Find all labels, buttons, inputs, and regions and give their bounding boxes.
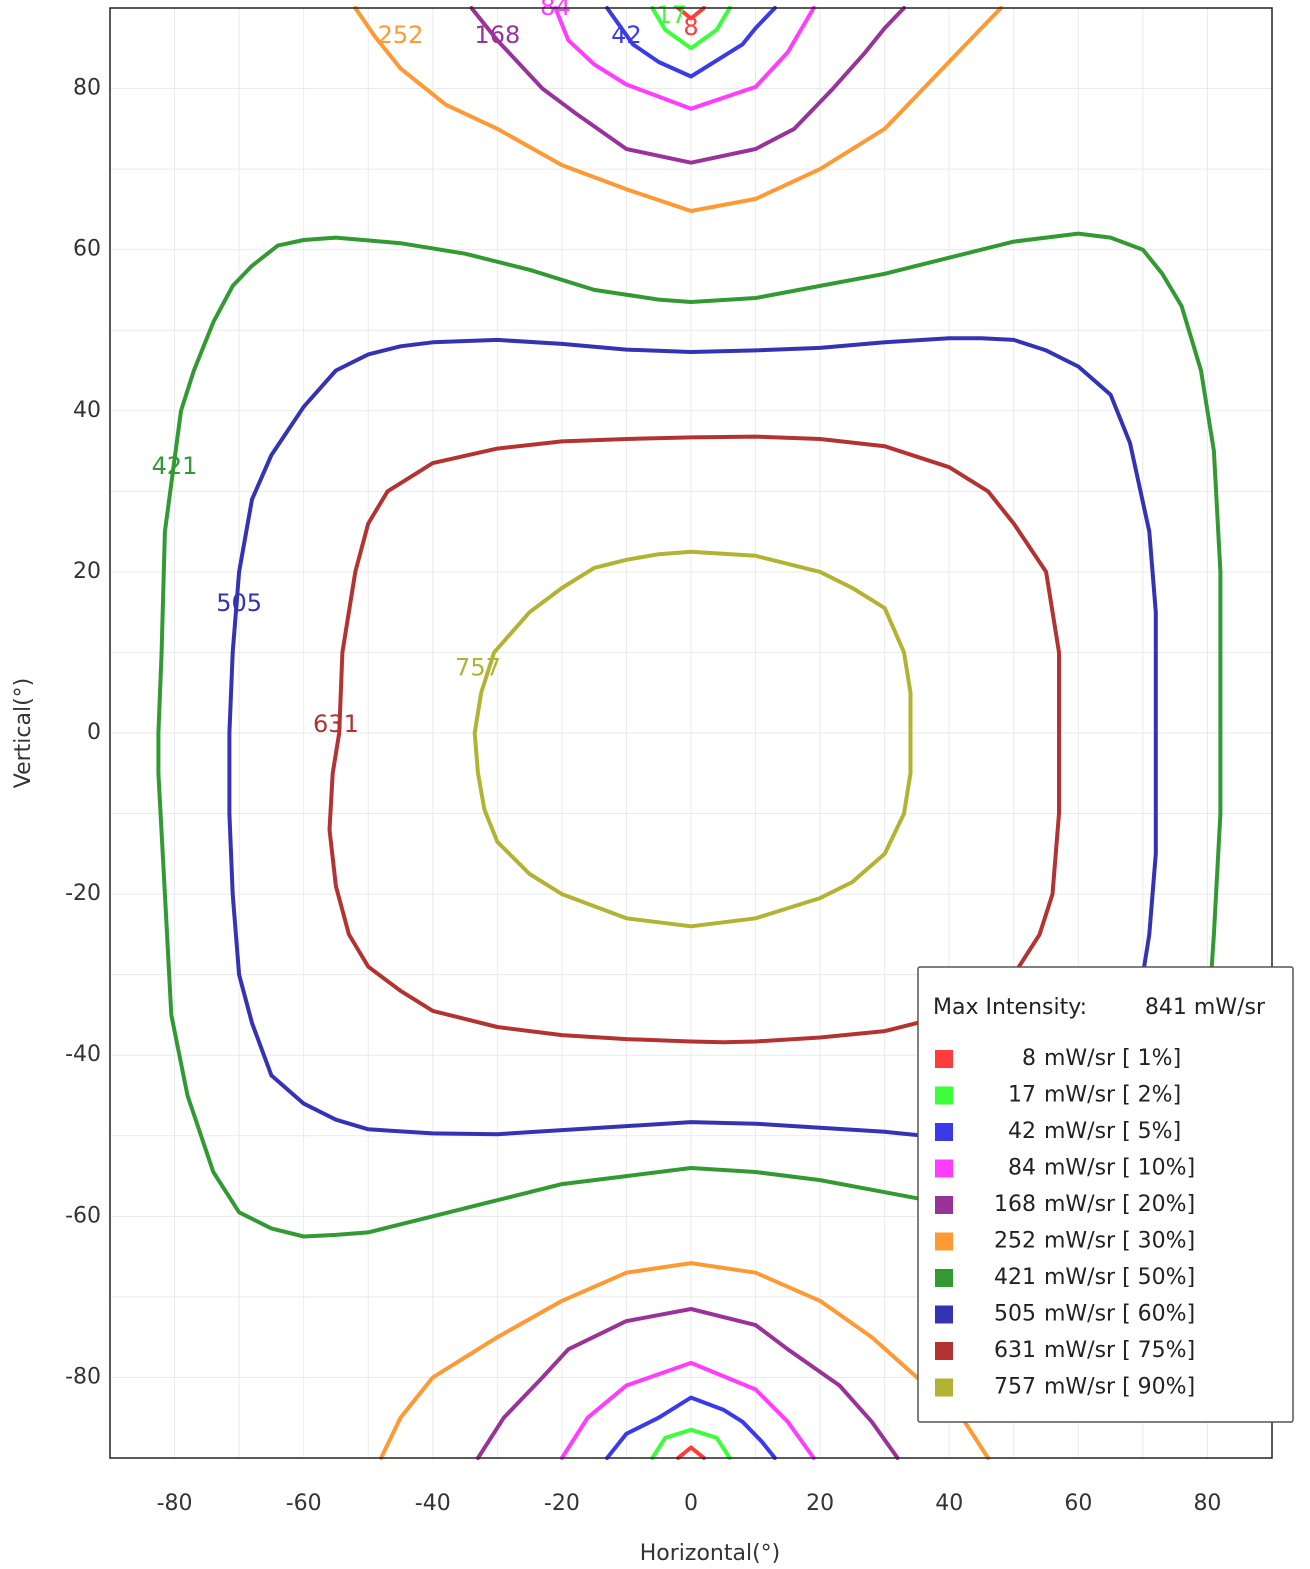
contour-42 [605, 6, 777, 79]
legend-label-757: mW/sr [ 90%] [1044, 1375, 1195, 1400]
legend-value-505: 505 [994, 1302, 1036, 1327]
legend-label-168: mW/sr [ 20%] [1044, 1192, 1195, 1217]
legend-label-505: mW/sr [ 60%] [1044, 1302, 1195, 1327]
legend-label-84: mW/sr [ 10%] [1044, 1156, 1195, 1181]
legend-swatch-505 [935, 1305, 953, 1324]
y-axis-title: Vertical(°) [11, 678, 36, 789]
legend-items: 8 mW/sr [ 1%] 17 mW/sr [ 2%] 42 mW/sr [ 5%] 84… [935, 1046, 1195, 1400]
legend-swatch-421 [935, 1269, 953, 1287]
legend: Max Intensity: 841 mW/sr 8 mW/sr [ 1%] 17 m… [917, 966, 1294, 1423]
contour-label-631: 631 [313, 710, 359, 738]
x-tick-label: -80 [157, 1491, 193, 1516]
legend-value-168: 168 [994, 1192, 1036, 1217]
contour-421 [156, 231, 1223, 1239]
legend-box [917, 966, 1294, 1423]
contour-8 [676, 6, 706, 21]
contour-label-84: 84 [540, 0, 571, 21]
legend-value-8: 8 [1022, 1046, 1036, 1071]
x-tick-label: -60 [286, 1491, 322, 1516]
contour-label-42: 42 [611, 21, 642, 49]
contour-168 [469, 6, 906, 165]
y-tick-label: -60 [65, 1203, 101, 1228]
legend-swatch-84 [935, 1159, 953, 1178]
legend-label-252: mW/sr [ 30%] [1044, 1229, 1195, 1254]
contour-505 [227, 336, 1158, 1142]
legend-swatch-17 [935, 1086, 953, 1105]
contour-17 [650, 1427, 732, 1460]
axis-ticks: -80 -60 -40 -20 0 20 40 60 80 80 60 40 20 0 -20 -40 -60 -… [65, 76, 1221, 1516]
contour-84 [553, 6, 816, 111]
y-tick-label: -20 [65, 881, 101, 906]
legend-swatch-631 [935, 1342, 953, 1360]
contour-757 [472, 549, 913, 929]
contour-168 [476, 1307, 900, 1460]
legend-swatch-8 [935, 1050, 953, 1068]
x-tick-label: -40 [415, 1491, 451, 1516]
legend-value-84: 84 [1008, 1156, 1036, 1181]
legend-max-intensity-value: 841 mW/sr [1145, 995, 1266, 1020]
contour-label-421: 421 [152, 452, 198, 480]
legend-value-421: 421 [994, 1265, 1036, 1290]
y-tick-label: 0 [87, 720, 101, 745]
legend-max-intensity-label: Max Intensity: [933, 995, 1087, 1020]
y-tick-label: 80 [73, 76, 101, 101]
contour-17 [650, 6, 732, 51]
y-tick-label: -80 [65, 1364, 101, 1389]
contour-8 [676, 1445, 706, 1460]
contour-label-757: 757 [455, 654, 501, 682]
x-tick-label: 80 [1193, 1491, 1221, 1516]
legend-value-252: 252 [994, 1229, 1036, 1254]
legend-swatch-168 [935, 1196, 953, 1214]
legend-value-17: 17 [1008, 1083, 1036, 1108]
legend-swatch-757 [935, 1378, 953, 1397]
plot-frame [109, 7, 1273, 1459]
legend-value-757: 757 [994, 1375, 1036, 1400]
x-axis-title: Horizontal(°) [640, 1541, 781, 1566]
legend-label-42: mW/sr [ 5%] [1044, 1119, 1181, 1144]
legend-label-631: mW/sr [ 75%] [1044, 1338, 1195, 1363]
y-tick-label: 20 [73, 559, 101, 584]
legend-label-421: mW/sr [ 50%] [1044, 1265, 1195, 1290]
contour-label-252: 252 [378, 21, 424, 49]
contour-lines [156, 6, 1223, 1460]
contour-252 [353, 6, 1003, 213]
contour-631 [327, 434, 1061, 1045]
legend-value-42: 42 [1008, 1119, 1036, 1144]
contour-labels: 817 42 84 168 252 421 505 631 757 [152, 0, 699, 738]
legend-label-8: mW/sr [ 1%] [1044, 1046, 1181, 1071]
contour-label-168: 168 [474, 21, 520, 49]
x-tick-label: 0 [684, 1491, 698, 1516]
y-tick-label: 40 [73, 398, 101, 423]
contour-84 [559, 1360, 816, 1460]
contour-252 [379, 1261, 990, 1460]
contour-label-17: 17 [656, 1, 687, 29]
y-tick-label: -40 [65, 1042, 101, 1067]
contour-label-505: 505 [216, 589, 262, 617]
x-tick-label: 40 [935, 1491, 963, 1516]
x-tick-label: 60 [1064, 1491, 1092, 1516]
contour-42 [605, 1395, 777, 1460]
contour-label-8: 8 [683, 13, 698, 41]
legend-label-17: mW/sr [ 2%] [1044, 1083, 1181, 1108]
legend-swatch-252 [935, 1232, 953, 1251]
legend-swatch-42 [935, 1123, 953, 1141]
legend-value-631: 631 [994, 1338, 1036, 1363]
y-tick-label: 60 [73, 237, 101, 262]
x-tick-label: 20 [806, 1491, 834, 1516]
x-tick-label: -20 [544, 1491, 580, 1516]
